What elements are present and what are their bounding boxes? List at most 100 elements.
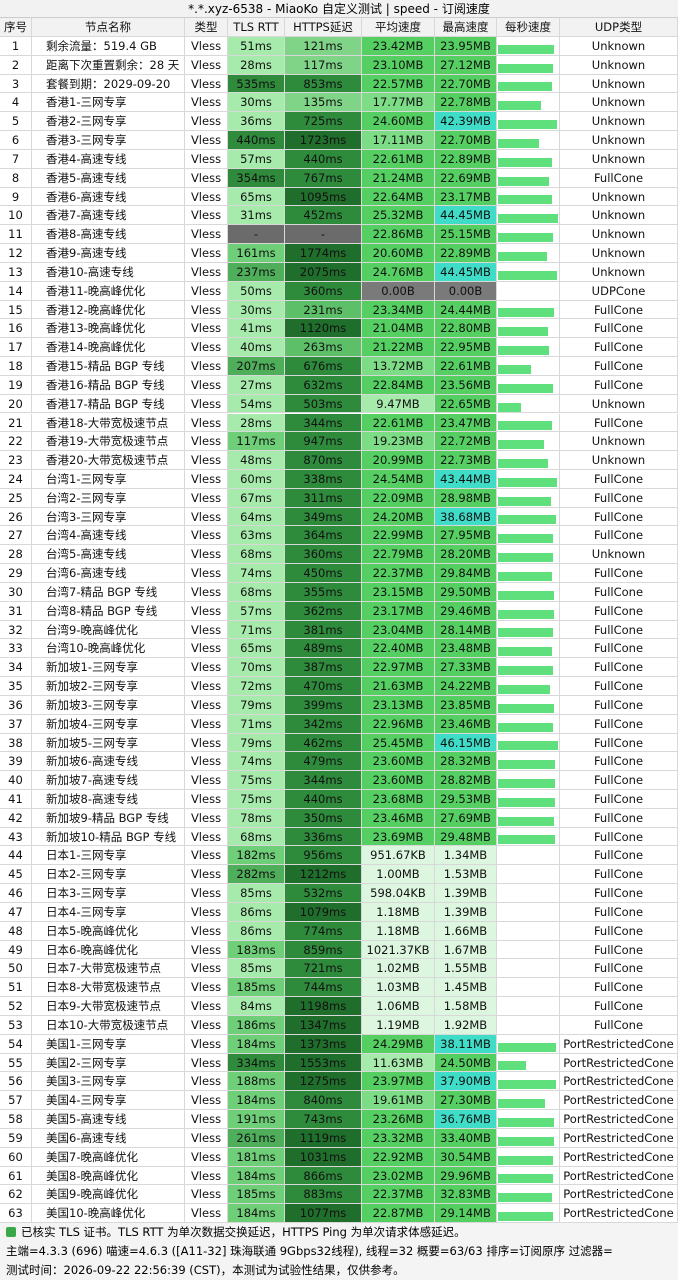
node-name: 距离下次重置剩余：28 天 bbox=[32, 55, 185, 75]
tls-rtt: 36ms bbox=[228, 112, 285, 132]
avg-speed: 23.69MB bbox=[362, 827, 435, 847]
avg-speed: 22.64MB bbox=[362, 187, 435, 207]
udp-type: FullCone bbox=[560, 582, 678, 602]
udp-type: FullCone bbox=[560, 357, 678, 376]
node-name: 日本10-大带宽极速节点 bbox=[32, 1015, 185, 1035]
tls-rtt: 184ms bbox=[228, 1034, 285, 1054]
udp-type: FullCone bbox=[560, 168, 678, 188]
node-type: Vless bbox=[185, 394, 228, 414]
node-type: Vless bbox=[185, 319, 228, 339]
avg-speed: 21.24MB bbox=[362, 168, 435, 188]
https-latency: 1212ms bbox=[285, 865, 362, 885]
node-name: 台湾7-精品 BGP 专线 bbox=[32, 582, 185, 602]
row-index: 20 bbox=[0, 394, 32, 414]
tls-rtt: 354ms bbox=[228, 168, 285, 188]
speed-sparkline-cell bbox=[497, 55, 560, 75]
tls-rtt: 207ms bbox=[228, 357, 285, 376]
tls-rtt: 41ms bbox=[228, 319, 285, 339]
avg-speed: 11.63MB bbox=[362, 1053, 435, 1073]
https-latency: 231ms bbox=[285, 300, 362, 320]
max-speed: 28.14MB bbox=[435, 620, 497, 640]
udp-type: FullCone bbox=[560, 978, 678, 998]
node-type: Vless bbox=[185, 432, 228, 452]
column-header: UDP类型 bbox=[560, 18, 678, 37]
speed-sparkline bbox=[498, 1136, 554, 1146]
row-index: 50 bbox=[0, 959, 32, 979]
udp-type: FullCone bbox=[560, 940, 678, 960]
node-name: 台湾4-高速专线 bbox=[32, 526, 185, 546]
tls-rtt: 70ms bbox=[228, 658, 285, 678]
https-latency: 1723ms bbox=[285, 131, 362, 150]
https-latency: 774ms bbox=[285, 921, 362, 941]
max-speed: 24.44MB bbox=[435, 300, 497, 320]
row-index: 52 bbox=[0, 997, 32, 1016]
avg-speed: 21.63MB bbox=[362, 677, 435, 696]
row-index: 44 bbox=[0, 846, 32, 866]
udp-type: Unknown bbox=[560, 451, 678, 470]
https-latency: 440ms bbox=[285, 790, 362, 809]
max-speed: 22.69MB bbox=[435, 168, 497, 188]
https-latency: 725ms bbox=[285, 112, 362, 132]
node-name: 日本2-三网专享 bbox=[32, 865, 185, 885]
column-header: 平均速度 bbox=[362, 18, 435, 37]
node-type: Vless bbox=[185, 262, 228, 282]
https-latency: 840ms bbox=[285, 1091, 362, 1111]
speed-sparkline-cell bbox=[497, 206, 560, 226]
tls-rtt: 27ms bbox=[228, 375, 285, 395]
max-speed: 29.53MB bbox=[435, 790, 497, 809]
https-latency: 344ms bbox=[285, 413, 362, 433]
node-name: 套餐到期：2029-09-20 bbox=[32, 74, 185, 94]
node-name: 香港11-晚高峰优化 bbox=[32, 281, 185, 301]
max-speed: 43.44MB bbox=[435, 469, 497, 489]
speed-sparkline bbox=[498, 1117, 554, 1127]
speed-sparkline bbox=[498, 176, 549, 186]
speed-sparkline bbox=[498, 233, 553, 243]
udp-type: Unknown bbox=[560, 93, 678, 113]
speed-sparkline-cell bbox=[497, 921, 560, 941]
speed-sparkline-cell bbox=[497, 507, 560, 527]
max-speed: 22.72MB bbox=[435, 432, 497, 452]
speed-sparkline bbox=[498, 421, 553, 431]
max-speed: 1.39MB bbox=[435, 902, 497, 922]
https-latency: 344ms bbox=[285, 771, 362, 790]
avg-speed: 22.57MB bbox=[362, 74, 435, 94]
udp-type: FullCone bbox=[560, 902, 678, 922]
tls-rtt: 79ms bbox=[228, 733, 285, 753]
tls-rtt: 67ms bbox=[228, 488, 285, 508]
avg-speed: 22.96MB bbox=[362, 714, 435, 734]
avg-speed: 1.02MB bbox=[362, 959, 435, 979]
tls-rtt: 185ms bbox=[228, 1185, 285, 1205]
node-type: Vless bbox=[185, 112, 228, 132]
node-type: Vless bbox=[185, 639, 228, 659]
avg-speed: 23.04MB bbox=[362, 620, 435, 640]
tls-rtt: 184ms bbox=[228, 1166, 285, 1186]
speed-sparkline bbox=[498, 440, 545, 450]
speed-sparkline-cell bbox=[497, 93, 560, 113]
tls-rtt: 68ms bbox=[228, 545, 285, 565]
avg-speed: 17.77MB bbox=[362, 93, 435, 113]
row-index: 42 bbox=[0, 808, 32, 828]
tls-rtt: 60ms bbox=[228, 469, 285, 489]
row-index: 62 bbox=[0, 1185, 32, 1205]
avg-speed: 22.87MB bbox=[362, 1204, 435, 1223]
tls-rtt: 50ms bbox=[228, 281, 285, 301]
node-type: Vless bbox=[185, 997, 228, 1016]
row-index: 58 bbox=[0, 1110, 32, 1129]
avg-speed: 20.60MB bbox=[362, 244, 435, 263]
speed-sparkline-cell bbox=[497, 978, 560, 998]
udp-type: PortRestrictedCone bbox=[560, 1091, 678, 1111]
speed-sparkline-cell bbox=[497, 244, 560, 263]
udp-type: PortRestrictedCone bbox=[560, 1147, 678, 1167]
row-index: 11 bbox=[0, 225, 32, 245]
row-index: 29 bbox=[0, 564, 32, 583]
avg-speed: 23.26MB bbox=[362, 1110, 435, 1129]
row-index: 28 bbox=[0, 545, 32, 565]
https-latency: 1031ms bbox=[285, 1147, 362, 1167]
udp-type: FullCone bbox=[560, 695, 678, 715]
speed-sparkline bbox=[498, 364, 531, 374]
avg-speed: 24.60MB bbox=[362, 112, 435, 132]
https-latency: 364ms bbox=[285, 526, 362, 546]
avg-speed: 9.47MB bbox=[362, 394, 435, 414]
speed-sparkline-cell bbox=[497, 790, 560, 809]
node-type: Vless bbox=[185, 940, 228, 960]
